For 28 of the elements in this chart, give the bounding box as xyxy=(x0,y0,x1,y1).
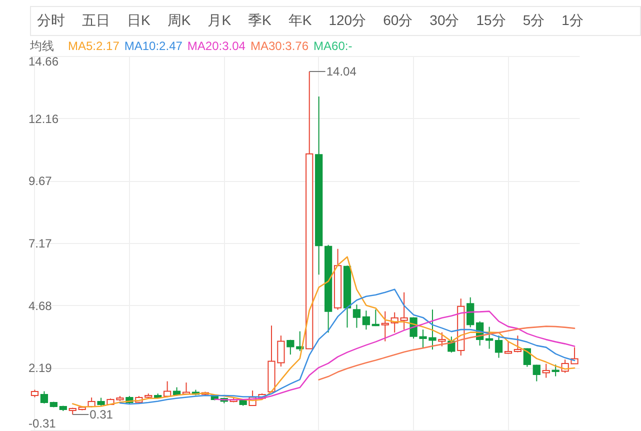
y-tick-label: 14.66 xyxy=(28,54,59,68)
text: MA10:2.47 xyxy=(124,39,182,53)
text: 30分 xyxy=(430,12,460,30)
text: 五日 xyxy=(82,12,110,30)
y-tick-label: 4.68 xyxy=(28,298,52,313)
text: 季K xyxy=(248,12,272,30)
text: 日K xyxy=(127,12,150,30)
text: 5分 xyxy=(522,12,545,30)
text: 60分 xyxy=(383,12,413,30)
text: MA30:3.76 xyxy=(250,39,309,53)
text: 分时 xyxy=(37,12,65,30)
legend-label: MA60:- xyxy=(314,39,352,53)
y-tick-label: -0.31 xyxy=(28,416,56,430)
annotation: 0.31 xyxy=(90,408,114,422)
text: 120分 xyxy=(328,12,366,30)
y-tick-label: 2.19 xyxy=(28,361,52,376)
text: 1分 xyxy=(562,12,584,30)
text: 月K xyxy=(208,12,232,30)
legend-title: 均线 xyxy=(30,39,54,53)
text: 年K xyxy=(288,12,312,30)
text: MA5:2.17 xyxy=(68,39,120,53)
y-tick-label: 12.16 xyxy=(28,112,59,126)
text: 周K xyxy=(167,12,191,30)
text: MA20:3.04 xyxy=(187,39,246,53)
y-tick-label: 9.67 xyxy=(28,174,52,188)
text: 15分 xyxy=(476,12,506,30)
annotation: 14.04 xyxy=(326,64,357,78)
y-tick-label: 7.17 xyxy=(28,236,52,251)
